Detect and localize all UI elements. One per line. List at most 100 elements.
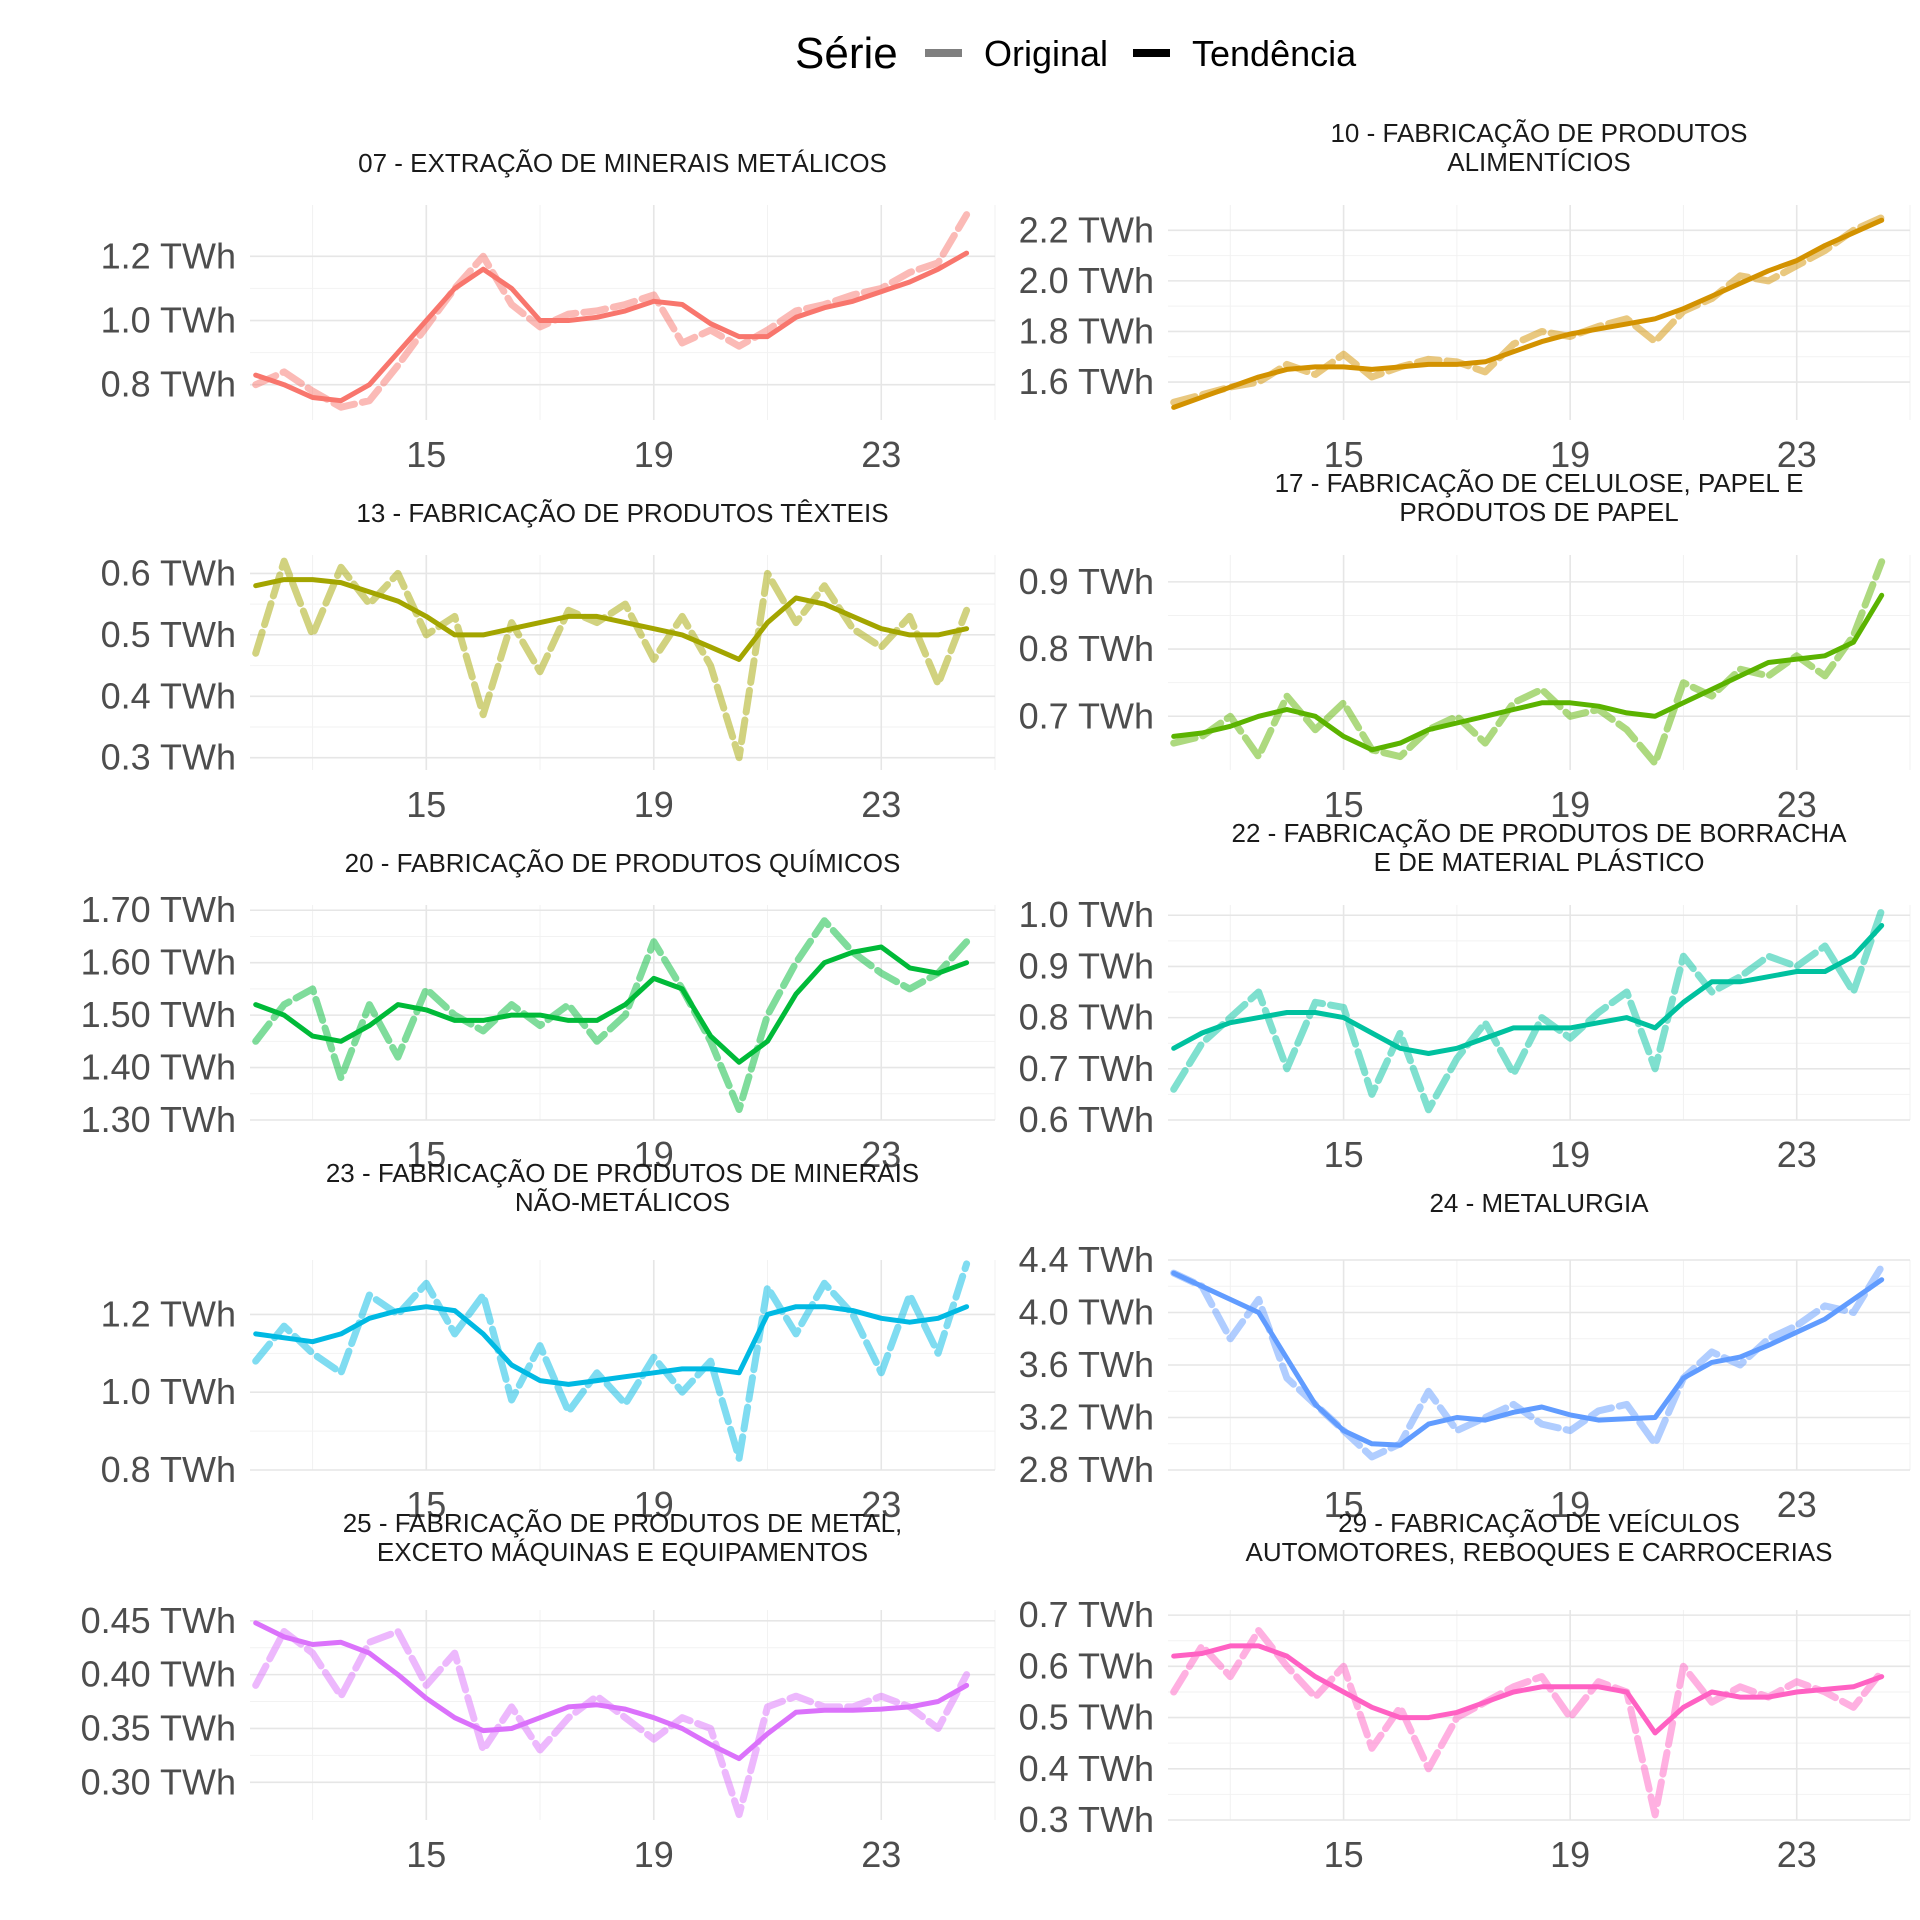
panel-title: EXCETO MÁQUINAS E EQUIPAMENTOS <box>377 1537 868 1567</box>
x-tick-label: 19 <box>1550 1134 1590 1175</box>
y-tick-label: 0.7 TWh <box>1019 695 1154 736</box>
panel-title: 24 - METALURGIA <box>1429 1188 1649 1218</box>
y-tick-label: 0.6 TWh <box>1019 1099 1154 1140</box>
panel-title: 10 - FABRICAÇÃO DE PRODUTOS <box>1330 118 1747 148</box>
panel-10: 29 - FABRICAÇÃO DE VEÍCULOSAUTOMOTORES, … <box>1019 1508 1911 1875</box>
y-tick-label: 0.7 TWh <box>1019 1594 1154 1635</box>
series-trend-line <box>1171 1270 1885 1448</box>
x-tick-label: 23 <box>861 434 901 475</box>
series-original-line <box>1170 214 1886 406</box>
x-tick-label: 23 <box>1777 434 1817 475</box>
panel-title: ALIMENTÍCIOS <box>1447 147 1630 177</box>
y-tick-label: 1.30 TWh <box>81 1099 236 1140</box>
panel-3: 13 - FABRICAÇÃO DE PRODUTOS TÊXTEIS 0.3 T… <box>101 498 996 825</box>
y-tick-label: 1.0 TWh <box>101 1371 236 1412</box>
panel-1: 07 - EXTRAÇÃO DE MINERAIS METÁLICOS 0.8 T… <box>101 148 996 475</box>
x-tick-label: 19 <box>634 1134 674 1175</box>
legend: Série Original Tendência <box>795 29 1357 78</box>
panel-title: 17 - FABRICAÇÃO DE CELULOSE, PAPEL E <box>1275 468 1804 498</box>
x-tick-label: 23 <box>1777 1834 1817 1875</box>
y-tick-label: 1.60 TWh <box>81 942 236 983</box>
y-tick-label: 0.30 TWh <box>81 1761 236 1802</box>
series-trend-line <box>253 1620 970 1762</box>
y-tick-label: 2.2 TWh <box>1019 209 1154 250</box>
legend-label-original: Original <box>984 33 1108 74</box>
y-tick-label: 0.7 TWh <box>1019 1048 1154 1089</box>
x-tick-label: 23 <box>861 1834 901 1875</box>
y-tick-label: 3.2 TWh <box>1019 1397 1154 1438</box>
series-original-line <box>1170 1627 1886 1819</box>
x-tick-label: 23 <box>1777 1134 1817 1175</box>
series-original-line <box>1170 906 1886 1114</box>
y-tick-label: 0.4 TWh <box>101 675 236 716</box>
panel-title: 20 - FABRICAÇÃO DE PRODUTOS QUÍMICOS <box>345 848 901 878</box>
series-trend-line <box>1171 1643 1885 1736</box>
x-tick-label: 15 <box>406 434 446 475</box>
y-tick-label: 2.0 TWh <box>1019 260 1154 301</box>
y-tick-label: 1.6 TWh <box>1019 361 1154 402</box>
y-tick-label: 1.50 TWh <box>81 994 236 1035</box>
series-original-line <box>1170 1263 1886 1461</box>
y-tick-label: 0.9 TWh <box>1019 945 1154 986</box>
series-original-line <box>252 917 971 1113</box>
x-tick-label: 15 <box>406 1484 446 1525</box>
x-tick-label: 15 <box>1324 1134 1364 1175</box>
y-tick-label: 0.40 TWh <box>81 1654 236 1695</box>
y-tick-label: 1.2 TWh <box>101 235 236 276</box>
y-tick-label: 1.40 TWh <box>81 1047 236 1088</box>
series-original-line <box>252 211 971 411</box>
x-tick-label: 19 <box>634 784 674 825</box>
y-tick-label: 1.8 TWh <box>1019 310 1154 351</box>
y-tick-label: 0.8 TWh <box>1019 997 1154 1038</box>
x-tick-label: 15 <box>1324 434 1364 475</box>
series-trend-line <box>253 944 970 1065</box>
x-tick-label: 15 <box>1324 784 1364 825</box>
legend-label-tendencia: Tendência <box>1192 33 1357 74</box>
x-tick-label: 19 <box>1550 434 1590 475</box>
y-tick-label: 4.0 TWh <box>1019 1292 1154 1333</box>
panel-title: AUTOMOTORES, REBOQUES E CARROCERIAS <box>1245 1537 1832 1567</box>
panel-title: 22 - FABRICAÇÃO DE PRODUTOS DE BORRACHA <box>1232 818 1848 848</box>
y-tick-label: 0.3 TWh <box>101 737 236 778</box>
panel-6: 22 - FABRICAÇÃO DE PRODUTOS DE BORRACHAE… <box>1019 818 1911 1175</box>
series-trend-line <box>253 250 970 404</box>
y-tick-label: 2.8 TWh <box>1019 1449 1154 1490</box>
x-tick-label: 15 <box>406 1834 446 1875</box>
y-tick-label: 0.5 TWh <box>101 614 236 655</box>
x-tick-label: 15 <box>1324 1834 1364 1875</box>
y-tick-label: 0.9 TWh <box>1019 561 1154 602</box>
y-tick-label: 4.4 TWh <box>1019 1239 1154 1280</box>
x-tick-label: 15 <box>1324 1484 1364 1525</box>
y-tick-label: 3.6 TWh <box>1019 1344 1154 1385</box>
x-tick-label: 23 <box>861 784 901 825</box>
y-tick-label: 0.45 TWh <box>81 1600 236 1641</box>
y-tick-label: 0.5 TWh <box>1019 1697 1154 1738</box>
panel-9: 25 - FABRICAÇÃO DE PRODUTOS DE METAL,EXC… <box>81 1508 996 1875</box>
series-trend-line <box>253 577 970 662</box>
series-trend-line <box>253 1304 970 1387</box>
panel-7: 23 - FABRICAÇÃO DE PRODUTOS DE MINERAISN… <box>101 1158 996 1525</box>
x-tick-label: 19 <box>634 1834 674 1875</box>
legend-title: Série <box>795 29 898 78</box>
y-tick-label: 1.0 TWh <box>1019 894 1154 935</box>
x-tick-label: 19 <box>1550 784 1590 825</box>
x-tick-label: 23 <box>1777 784 1817 825</box>
y-tick-label: 0.6 TWh <box>101 552 236 593</box>
x-tick-label: 19 <box>634 1484 674 1525</box>
facet-panels: 07 - EXTRAÇÃO DE MINERAIS METÁLICOS 0.8 T… <box>81 118 1911 1875</box>
x-tick-label: 19 <box>634 434 674 475</box>
series-trend-line <box>1171 923 1885 1056</box>
panel-5: 20 - FABRICAÇÃO DE PRODUTOS QUÍMICOS 1.30… <box>81 848 996 1175</box>
series-original-line <box>252 1260 971 1462</box>
x-tick-label: 19 <box>1550 1484 1590 1525</box>
series-trend-line <box>1171 592 1885 753</box>
x-tick-label: 23 <box>861 1134 901 1175</box>
y-tick-label: 0.35 TWh <box>81 1707 236 1748</box>
y-tick-label: 1.0 TWh <box>101 300 236 341</box>
x-tick-label: 23 <box>1777 1484 1817 1525</box>
panel-title: 25 - FABRICAÇÃO DE PRODUTOS DE METAL, <box>343 1508 903 1538</box>
series-trend-line <box>1171 217 1885 410</box>
y-tick-label: 0.4 TWh <box>1019 1748 1154 1789</box>
panel-title: 07 - EXTRAÇÃO DE MINERAIS METÁLICOS <box>358 148 887 178</box>
